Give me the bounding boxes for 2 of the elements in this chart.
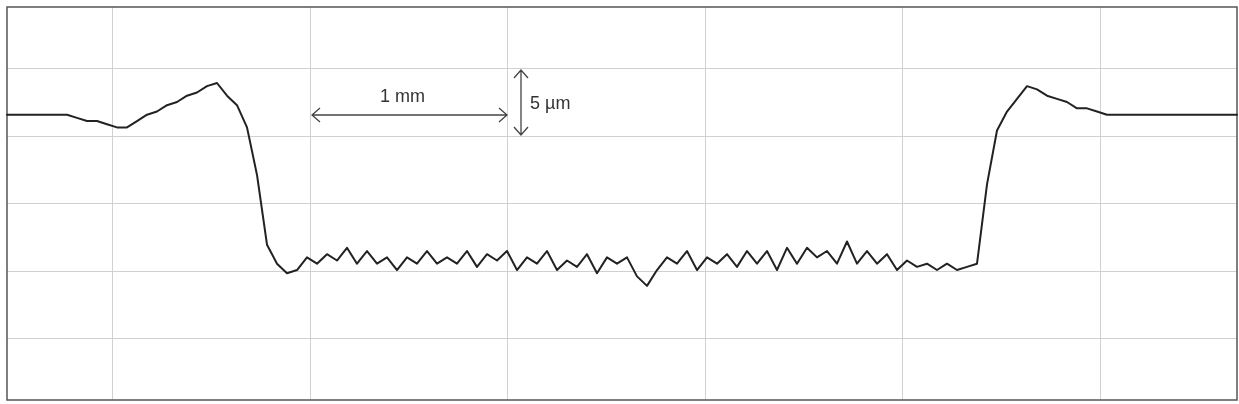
annotation: 5 µm	[530, 93, 571, 114]
annotation: 1 mm	[380, 86, 425, 107]
